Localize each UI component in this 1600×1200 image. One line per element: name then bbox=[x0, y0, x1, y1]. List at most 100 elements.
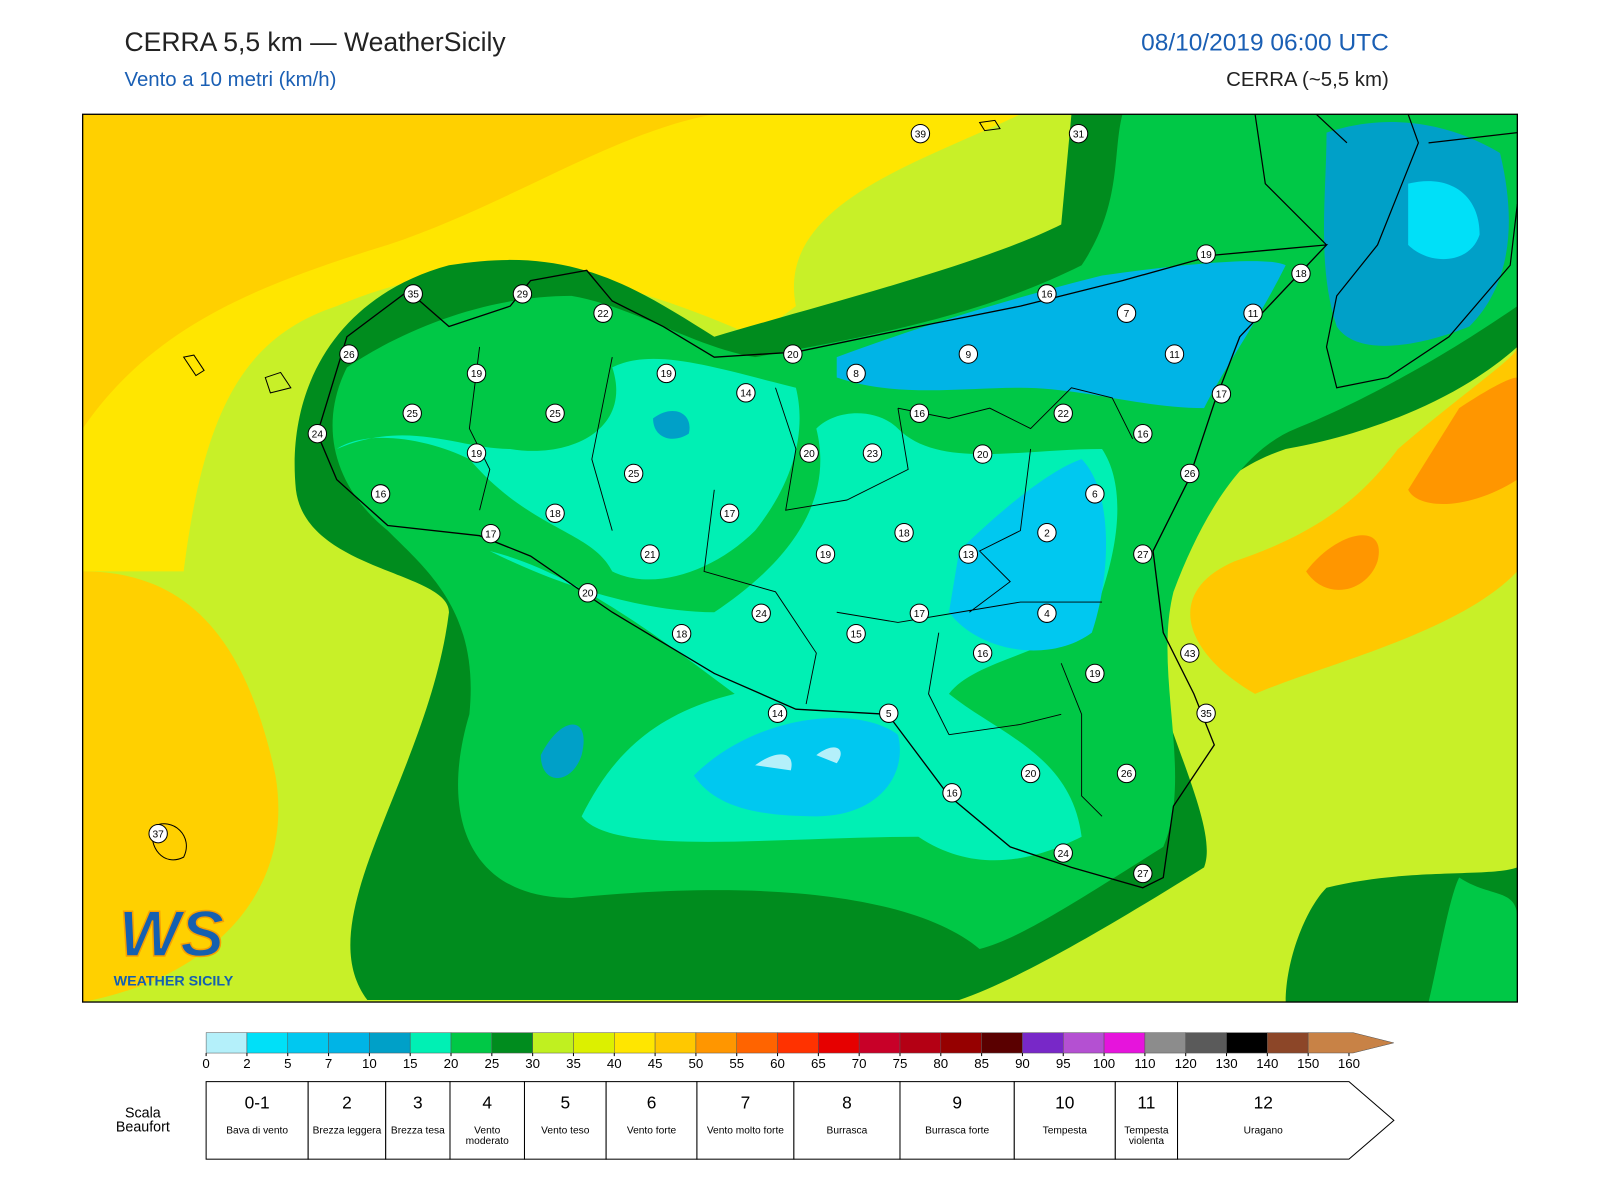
colorbar-tick-label: 5 bbox=[284, 1056, 291, 1071]
colorbar-tick-label: 150 bbox=[1297, 1056, 1319, 1071]
station-value: 18 bbox=[549, 509, 561, 520]
station-marker bbox=[1211, 384, 1232, 404]
station-value: 26 bbox=[1121, 769, 1133, 780]
station-value: 20 bbox=[804, 449, 816, 460]
field bbox=[1408, 377, 1518, 505]
station-value: 11 bbox=[1248, 309, 1259, 320]
beaufort-cell bbox=[1013, 1081, 1116, 1160]
station-marker bbox=[751, 603, 771, 623]
station-marker bbox=[1068, 123, 1089, 144]
datetime: 08/10/2019 06:00 UTC bbox=[1141, 29, 1389, 56]
station-value: 9 bbox=[966, 350, 972, 361]
beaufort-force: 7 bbox=[741, 1093, 751, 1113]
beaufort-description: Vento teso bbox=[541, 1126, 590, 1137]
station-marker bbox=[466, 363, 487, 384]
beaufort-cell bbox=[696, 1081, 795, 1160]
colorbar-segment bbox=[450, 1032, 493, 1054]
title: CERRA 5,5 km — WeatherSicily bbox=[124, 27, 506, 57]
beaufort-description-box: Brezza tesa bbox=[390, 1126, 445, 1137]
beaufort-description: Bava di vento bbox=[226, 1126, 289, 1137]
station-marker bbox=[1020, 763, 1041, 784]
field bbox=[1428, 877, 1518, 1003]
colorbar-tick-label: 40 bbox=[607, 1056, 622, 1071]
colorbar-segment bbox=[1267, 1032, 1309, 1054]
station-marker bbox=[370, 484, 391, 504]
beaufort-cell bbox=[523, 1081, 607, 1160]
field bbox=[1306, 535, 1379, 590]
colorbar-tick-label: 85 bbox=[974, 1056, 989, 1071]
model: CERRA (~5,5 km) bbox=[1226, 69, 1389, 91]
station-marker bbox=[466, 443, 487, 463]
colorbar-arrow bbox=[1307, 1032, 1394, 1054]
station-value: 18 bbox=[676, 629, 688, 640]
beaufort-cell bbox=[449, 1081, 525, 1160]
beaufort-force: 9 bbox=[952, 1093, 962, 1113]
colorbar-tick-label: 25 bbox=[484, 1056, 499, 1071]
station-marker bbox=[403, 284, 423, 304]
beaufort-force: 12 bbox=[1254, 1093, 1273, 1113]
station-marker bbox=[958, 544, 979, 564]
colorbar-tick-label: 90 bbox=[1015, 1056, 1030, 1071]
colorbar-segment bbox=[1144, 1032, 1186, 1054]
colorbar-segment bbox=[818, 1032, 860, 1054]
station-value: 22 bbox=[597, 309, 609, 320]
station-value: 17 bbox=[914, 609, 926, 620]
colorbar-segment bbox=[981, 1032, 1023, 1054]
beaufort-description: Tempesta bbox=[1042, 1126, 1087, 1137]
beaufort-description: Brezza tesa bbox=[390, 1126, 445, 1137]
station-value: 5 bbox=[886, 709, 892, 720]
beaufort-force: 8 bbox=[842, 1093, 852, 1113]
logo-mark: WS bbox=[119, 897, 224, 970]
colorbar-segment bbox=[736, 1032, 778, 1054]
station-value: 19 bbox=[471, 449, 483, 460]
station-value: 19 bbox=[661, 369, 673, 380]
station-value: 19 bbox=[1089, 669, 1101, 680]
station-value: 16 bbox=[1041, 290, 1053, 301]
beaufort-force: 3 bbox=[413, 1093, 423, 1113]
colorbar-segment bbox=[1103, 1032, 1146, 1054]
station-value: 35 bbox=[1200, 709, 1212, 720]
station-marker bbox=[1133, 863, 1153, 884]
colorbar-tick-label: 50 bbox=[689, 1056, 704, 1071]
station-marker bbox=[894, 522, 914, 543]
station-marker bbox=[640, 544, 660, 564]
station-value: 20 bbox=[582, 589, 594, 600]
station-marker bbox=[1116, 763, 1137, 784]
station-marker bbox=[846, 623, 866, 644]
colorbar-segment bbox=[858, 1032, 901, 1054]
station-marker bbox=[1037, 603, 1057, 623]
station-value: 2 bbox=[1044, 528, 1050, 539]
beaufort-description-box: Burrasca bbox=[827, 1127, 868, 1137]
station-value: 8 bbox=[853, 369, 859, 380]
station-value: 20 bbox=[787, 350, 799, 361]
station-value: 18 bbox=[898, 528, 910, 539]
field bbox=[948, 459, 1107, 651]
station-value: 16 bbox=[914, 409, 926, 420]
colorbar-tick-label: 0 bbox=[202, 1056, 209, 1071]
station-value: 16 bbox=[946, 789, 958, 800]
beaufort-cell bbox=[793, 1081, 901, 1160]
field bbox=[489, 413, 1118, 861]
colorbar-segment bbox=[246, 1032, 289, 1054]
station-marker bbox=[1291, 263, 1311, 284]
station-value: 26 bbox=[343, 350, 355, 361]
station-marker bbox=[909, 403, 930, 423]
beaufort-force: 4 bbox=[482, 1093, 492, 1113]
station-marker bbox=[307, 423, 328, 444]
station-value: 19 bbox=[471, 369, 483, 380]
colorbar-tick-label: 130 bbox=[1215, 1056, 1237, 1071]
colorbar-segment bbox=[777, 1032, 819, 1054]
station-marker bbox=[767, 703, 788, 723]
station-marker bbox=[1037, 522, 1057, 543]
station-marker bbox=[862, 443, 883, 463]
station-marker bbox=[623, 463, 644, 484]
colorbar-tick-label: 110 bbox=[1134, 1056, 1155, 1071]
colorbar-segment bbox=[409, 1032, 452, 1054]
colorbar-tick-label: 35 bbox=[566, 1056, 581, 1071]
beaufort-label-box: Scala Beaufort bbox=[116, 1105, 170, 1134]
station-value: 27 bbox=[1137, 550, 1149, 561]
field bbox=[82, 571, 279, 1003]
